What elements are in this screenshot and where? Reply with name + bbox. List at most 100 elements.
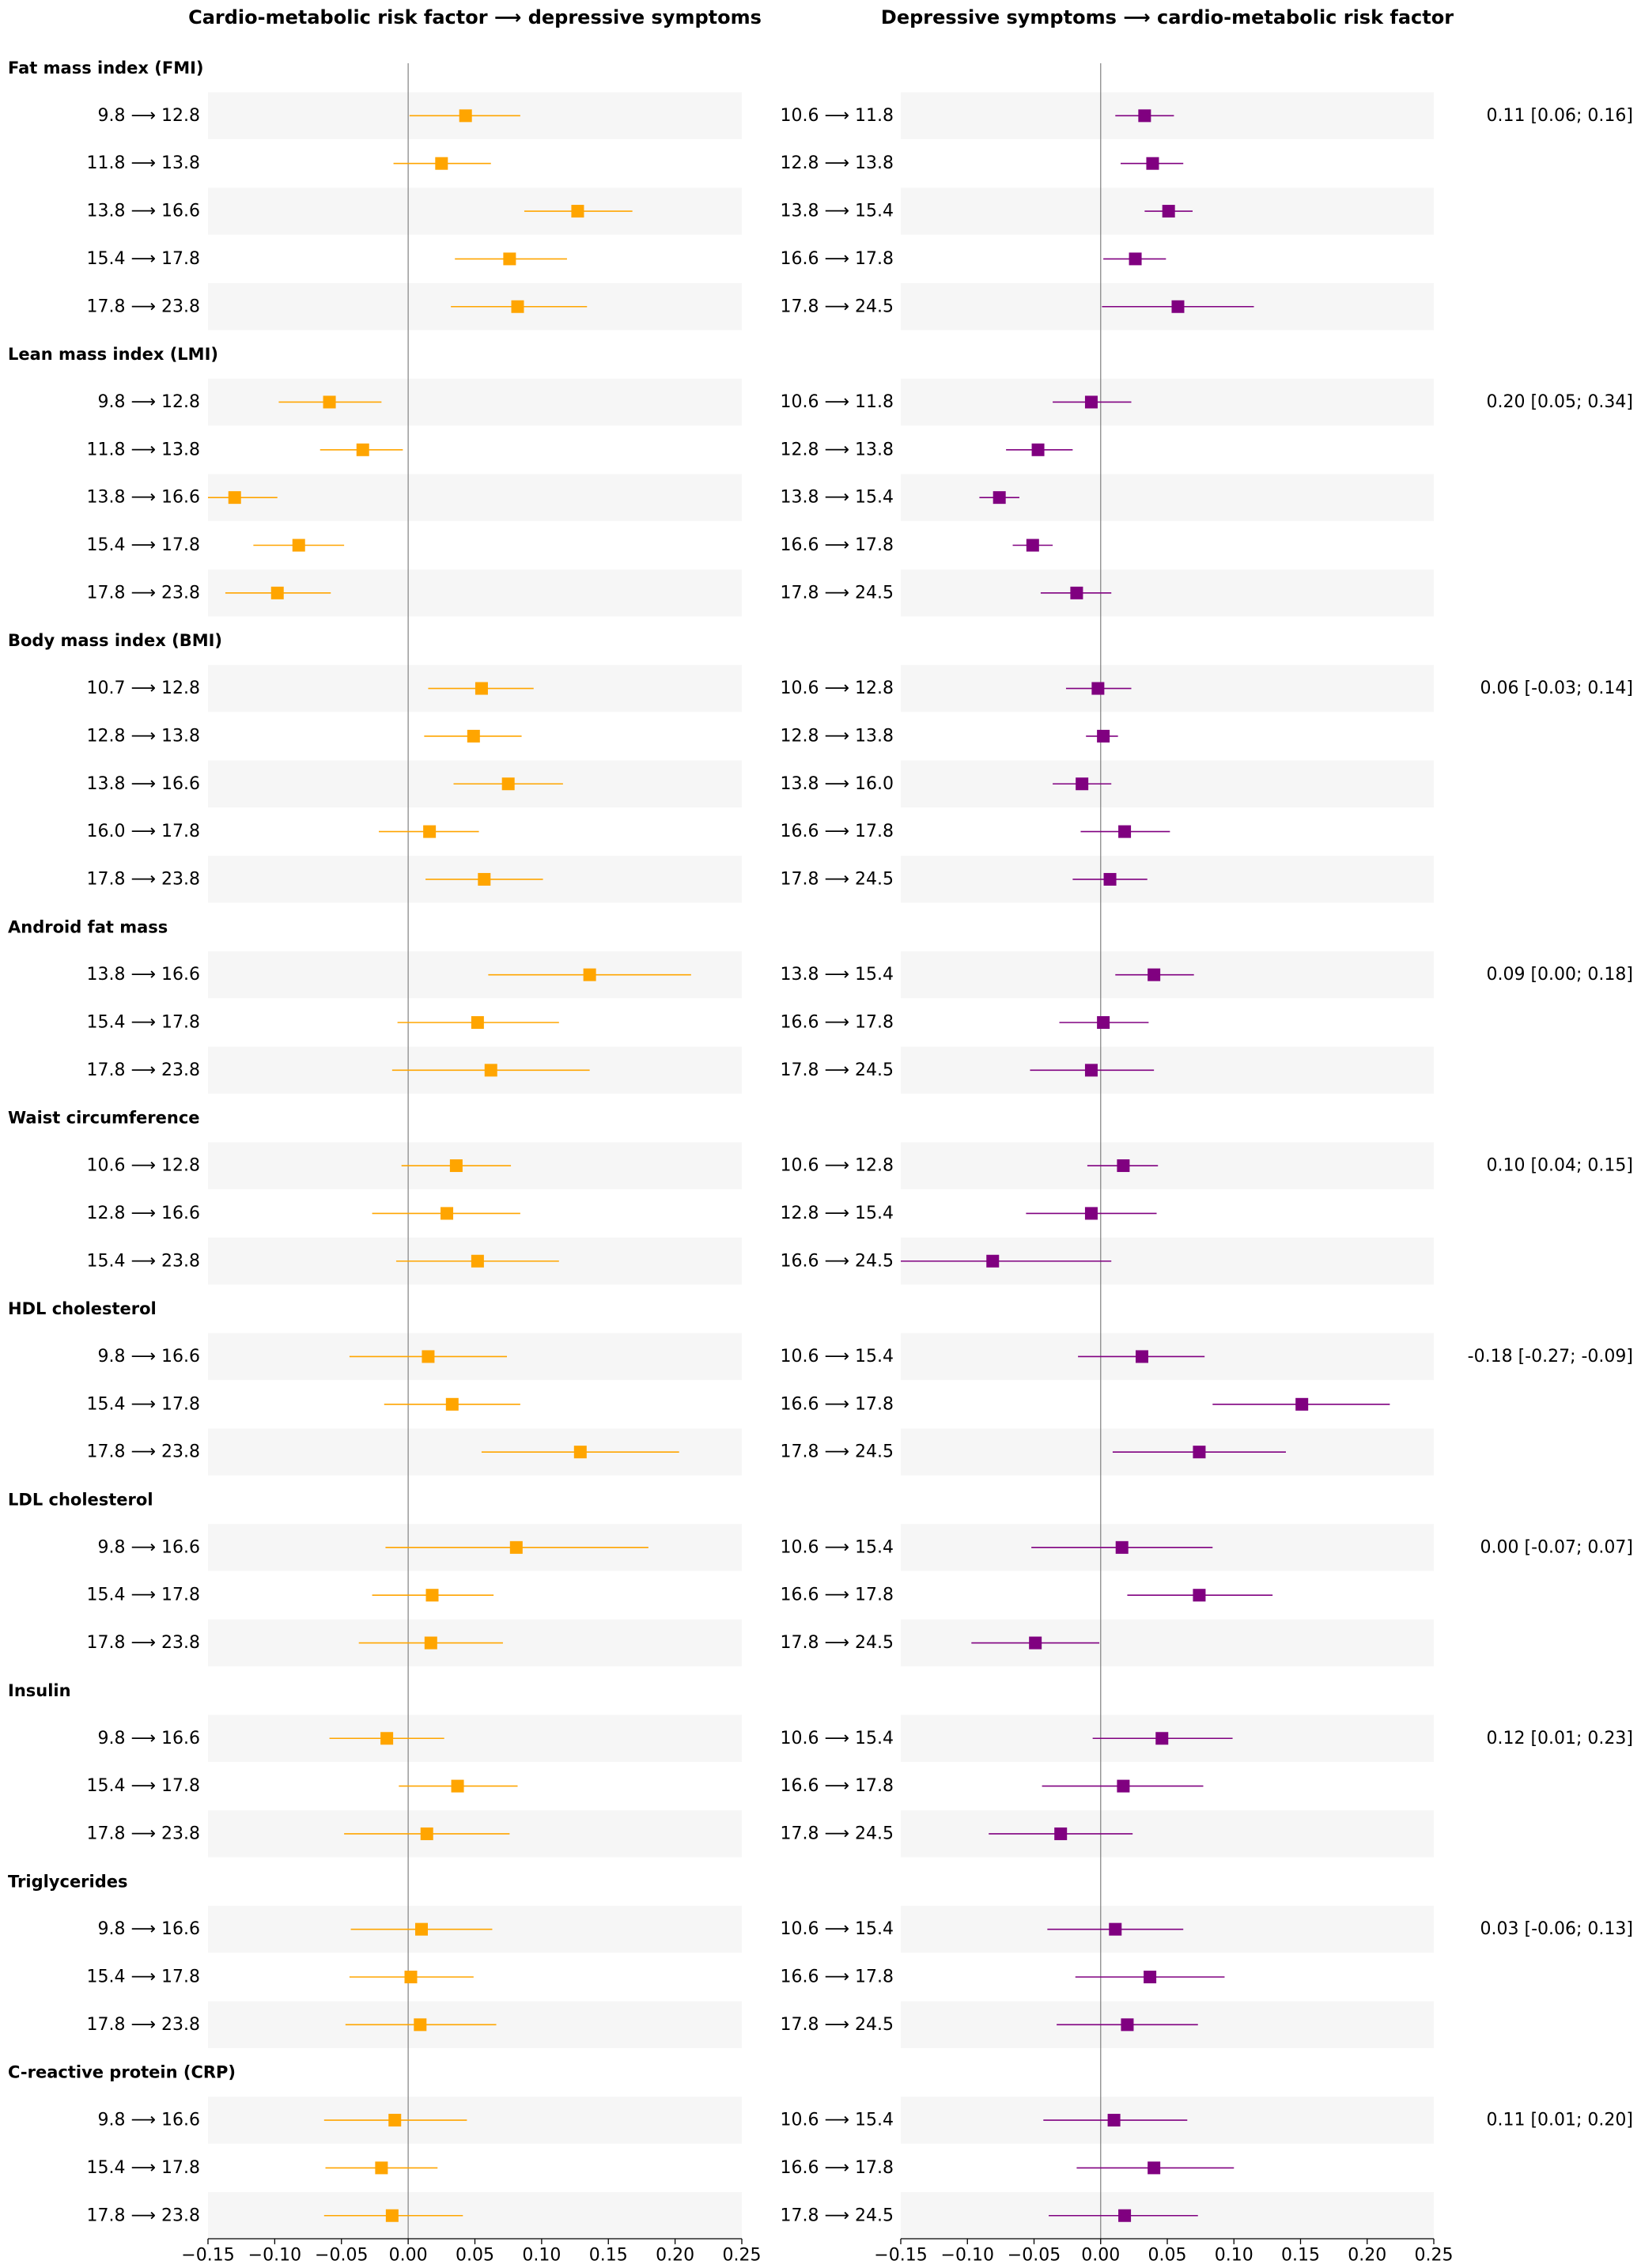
depression-to-risk-estimate-marker — [1091, 682, 1105, 695]
x-tick-label: 0.25 — [1415, 2246, 1454, 2266]
risk-to-depression-estimate-marker — [375, 2161, 388, 2175]
depression-to-risk-row-label: 17.8 ⟶ 24.5 — [781, 1824, 894, 1843]
depression-to-risk-row-label: 16.6 ⟶ 17.8 — [781, 1776, 894, 1796]
group-header: LDL cholesterol — [8, 1491, 153, 1510]
depression-to-risk-estimate-marker — [1138, 109, 1151, 123]
depression-to-risk-estimate-marker — [1146, 157, 1159, 170]
depression-to-risk-row-label: 10.6 ⟶ 15.4 — [781, 1729, 894, 1748]
group-annotation: 0.06 [-0.03; 0.14] — [1480, 679, 1633, 698]
depression-to-risk-estimate-marker — [1070, 586, 1083, 599]
depression-to-risk-estimate-marker — [1162, 205, 1175, 218]
risk-to-depression-row-label: 9.8 ⟶ 16.6 — [98, 1537, 201, 1557]
risk-to-depression-estimate-marker — [380, 1732, 394, 1745]
depression-to-risk-estimate-marker — [986, 1254, 1000, 1268]
depression-to-risk-estimate-marker — [1054, 1827, 1068, 1840]
risk-to-depression-estimate-marker — [503, 252, 516, 266]
risk-to-depression-estimate-marker — [583, 968, 596, 981]
row-band — [901, 1142, 1434, 1189]
group-header: C-reactive protein (CRP) — [8, 2063, 236, 2082]
depression-to-risk-row-label: 10.6 ⟶ 12.8 — [781, 1156, 894, 1176]
risk-to-depression-estimate-marker — [445, 1397, 459, 1411]
depression-to-risk-row-label: 16.6 ⟶ 24.5 — [781, 1251, 894, 1271]
risk-to-depression-estimate-marker — [475, 682, 488, 695]
row-band — [901, 569, 1434, 617]
depression-to-risk-estimate-marker — [1029, 1636, 1042, 1650]
right-panel-title: Depressive symptoms ⟶ cardio-metabolic r… — [881, 6, 1454, 28]
risk-to-depression-estimate-marker — [478, 872, 491, 886]
depression-to-risk-estimate-marker — [1135, 1350, 1148, 1363]
risk-to-depression-row-label: 17.8 ⟶ 23.8 — [87, 2015, 201, 2035]
risk-to-depression-row-label: 15.4 ⟶ 23.8 — [87, 1251, 201, 1271]
depression-to-risk-estimate-marker — [1155, 1732, 1169, 1745]
group-annotation: 0.20 [0.05; 0.34] — [1486, 392, 1633, 412]
x-tick-label: 0.10 — [522, 2246, 561, 2266]
depression-to-risk-estimate-marker — [1026, 539, 1039, 552]
risk-to-depression-estimate-marker — [471, 1016, 484, 1029]
depression-to-risk-estimate-marker — [1193, 1589, 1206, 1602]
depression-to-risk-estimate-marker — [1109, 1922, 1122, 1936]
x-tick-label: −0.05 — [315, 2246, 368, 2266]
risk-to-depression-row-label: 17.8 ⟶ 23.8 — [87, 1442, 201, 1462]
depression-to-risk-estimate-marker — [993, 491, 1006, 505]
risk-to-depression-row-label: 9.8 ⟶ 16.6 — [98, 1919, 201, 1939]
risk-to-depression-row-label: 17.8 ⟶ 23.8 — [87, 869, 201, 889]
depression-to-risk-estimate-marker — [1097, 729, 1110, 743]
row-band — [208, 1714, 742, 1762]
chart-labels: Fat mass index (FMI) 9.8 ⟶ 12.8 10.6 ⟶ 11.… — [8, 59, 1633, 2266]
depression-to-risk-row-label: 17.8 ⟶ 24.5 — [781, 297, 894, 316]
left-panel-title: Cardio-metabolic risk factor ⟶ depressiv… — [188, 6, 762, 28]
risk-to-depression-row-label: 12.8 ⟶ 16.6 — [87, 1204, 201, 1223]
risk-to-depression-estimate-marker — [388, 2114, 402, 2127]
risk-to-depression-estimate-marker — [571, 205, 584, 218]
risk-to-depression-row-label: 15.4 ⟶ 17.8 — [87, 2158, 201, 2178]
risk-to-depression-row-label: 13.8 ⟶ 16.6 — [87, 202, 201, 221]
risk-to-depression-row-label: 15.4 ⟶ 17.8 — [87, 1394, 201, 1414]
risk-to-depression-row-label: 9.8 ⟶ 16.6 — [98, 1729, 201, 1748]
depression-to-risk-row-label: 12.8 ⟶ 13.8 — [781, 153, 894, 173]
risk-to-depression-row-label: 15.4 ⟶ 17.8 — [87, 1967, 201, 1987]
risk-to-depression-estimate-marker — [471, 1254, 484, 1268]
risk-to-depression-estimate-marker — [420, 1827, 433, 1840]
risk-to-depression-estimate-marker — [459, 109, 472, 123]
x-tick-label: −0.15 — [874, 2246, 927, 2266]
depression-to-risk-estimate-marker — [1118, 825, 1132, 838]
depression-to-risk-row-label: 13.8 ⟶ 15.4 — [781, 965, 894, 985]
risk-to-depression-estimate-marker — [270, 586, 284, 599]
risk-to-depression-row-label: 15.4 ⟶ 17.8 — [87, 1586, 201, 1605]
depression-to-risk-row-label: 13.8 ⟶ 16.0 — [781, 774, 894, 794]
risk-to-depression-estimate-marker — [435, 157, 448, 170]
group-annotation: -0.18 [-0.27; -0.09] — [1468, 1347, 1633, 1366]
risk-to-depression-estimate-marker — [509, 1540, 523, 1554]
risk-to-depression-row-label: 17.8 ⟶ 23.8 — [87, 1824, 201, 1843]
depression-to-risk-estimate-marker — [1148, 2161, 1161, 2175]
group-header: Lean mass index (LMI) — [8, 345, 218, 364]
x-tick-label: 0.05 — [1148, 2246, 1187, 2266]
row-bands — [208, 92, 1434, 2240]
depression-to-risk-estimate-marker — [1115, 1540, 1129, 1554]
risk-to-depression-estimate-marker — [440, 1207, 454, 1220]
x-tick-label: −0.10 — [941, 2246, 994, 2266]
depression-to-risk-row-label: 10.6 ⟶ 15.4 — [781, 1919, 894, 1939]
group-header: Insulin — [8, 1681, 71, 1700]
depression-to-risk-estimate-marker — [1084, 1207, 1098, 1220]
risk-to-depression-row-label: 10.6 ⟶ 12.8 — [87, 1156, 201, 1176]
risk-to-depression-estimate-marker — [414, 2018, 427, 2032]
risk-to-depression-estimate-marker — [501, 777, 515, 791]
x-tick-label: 0.00 — [389, 2246, 428, 2266]
risk-to-depression-estimate-marker — [511, 300, 524, 313]
risk-to-depression-estimate-marker — [425, 1589, 439, 1602]
risk-to-depression-row-label: 12.8 ⟶ 13.8 — [87, 726, 201, 746]
depression-to-risk-row-label: 12.8 ⟶ 13.8 — [781, 726, 894, 746]
x-axes — [207, 2238, 1435, 2244]
group-header: HDL cholesterol — [8, 1299, 157, 1318]
depression-to-risk-estimate-marker — [1076, 777, 1089, 791]
depression-to-risk-row-label: 17.8 ⟶ 24.5 — [781, 2015, 894, 2035]
row-band — [208, 474, 742, 521]
risk-to-depression-row-label: 9.8 ⟶ 12.8 — [98, 392, 201, 412]
group-annotation: 0.11 [0.06; 0.16] — [1486, 106, 1633, 126]
row-band — [901, 378, 1434, 426]
depression-to-risk-row-label: 10.6 ⟶ 15.4 — [781, 2111, 894, 2130]
depression-to-risk-estimate-marker — [1117, 1779, 1130, 1793]
risk-to-depression-row-label: 17.8 ⟶ 23.8 — [87, 297, 201, 316]
row-band — [208, 2192, 742, 2240]
